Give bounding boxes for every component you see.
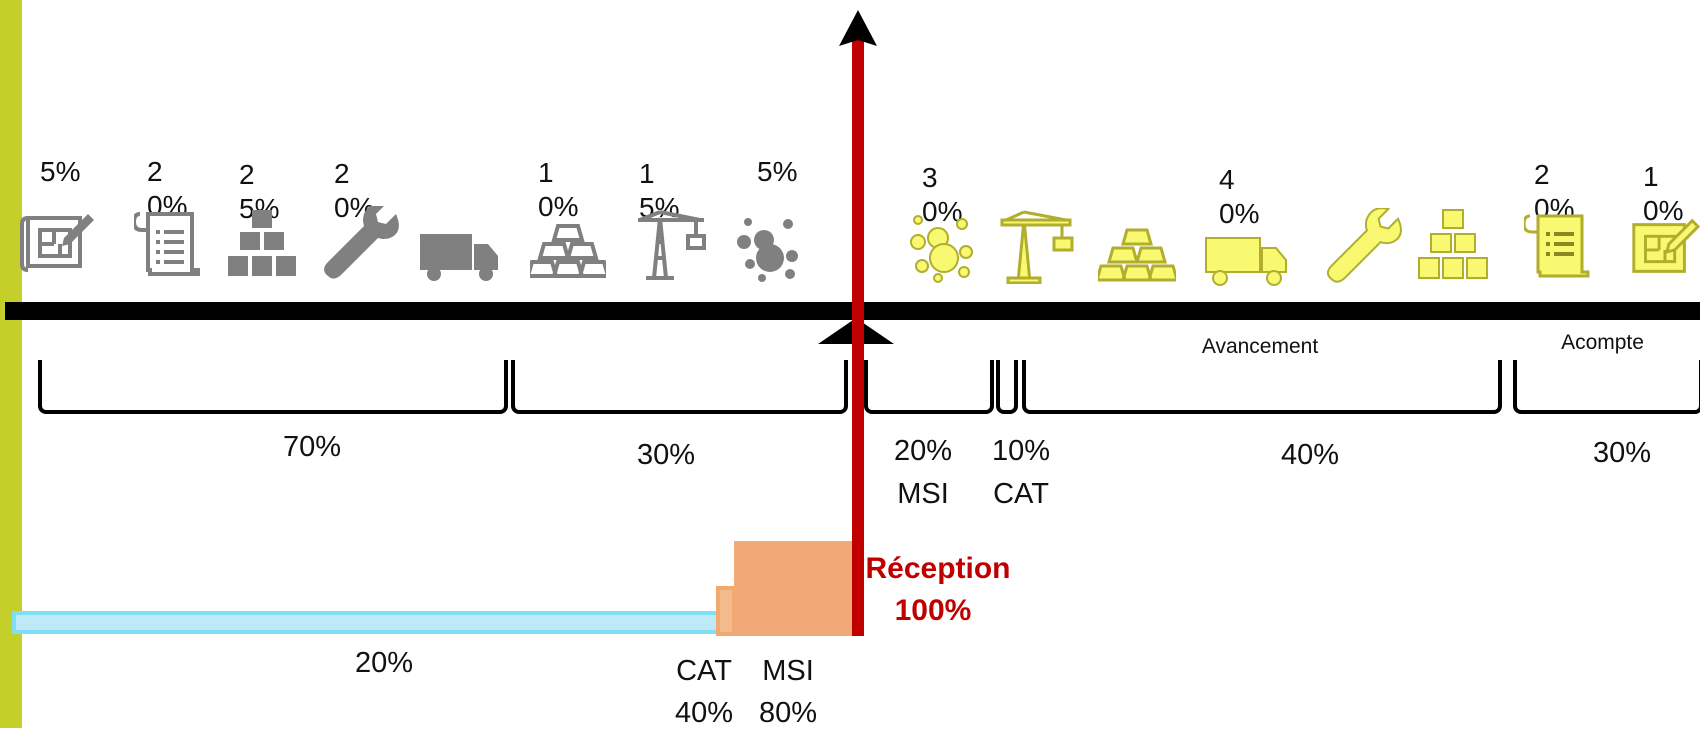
pct-label-yellow-bubbles: 30% bbox=[922, 162, 963, 227]
yellow-truck-icon bbox=[1205, 237, 1287, 286]
up-arrow-icon bbox=[839, 10, 877, 46]
reception-value: 100% bbox=[894, 594, 972, 627]
pct-label-bubbles: 5% bbox=[757, 156, 798, 187]
bracket-avancement bbox=[1022, 360, 1502, 414]
reception-title: Réception bbox=[865, 552, 1011, 585]
pct-label-yellow-plan: 10% bbox=[1643, 161, 1684, 226]
yellow-crane-icon bbox=[1000, 210, 1074, 284]
bracket-70 bbox=[38, 360, 508, 414]
cat-name: CAT bbox=[676, 655, 732, 687]
bracket-msi-name: MSI bbox=[897, 478, 949, 510]
pct-label-plan: 5% bbox=[40, 156, 81, 187]
wrench-icon bbox=[324, 206, 399, 279]
bracket-msi bbox=[864, 360, 994, 414]
crane-icon bbox=[638, 210, 706, 280]
truck-icon bbox=[420, 234, 498, 281]
cat-pct: 40% bbox=[674, 697, 734, 729]
msi-name: MSI bbox=[762, 655, 814, 687]
yellow-boxes-icon bbox=[1418, 209, 1488, 279]
reception-arrow-line bbox=[852, 40, 864, 636]
bracket-cat-pct: 10% bbox=[991, 435, 1051, 467]
yellow-document-icon bbox=[1524, 214, 1590, 278]
yellow-bubbles-icon bbox=[910, 215, 973, 283]
boxes-icon bbox=[228, 210, 296, 276]
avancement-label: Avancement bbox=[1201, 335, 1319, 358]
bracket-30-label: 30% bbox=[636, 439, 696, 471]
bubbles-icon bbox=[737, 218, 798, 282]
bracket-acompte-label: 30% bbox=[1592, 437, 1652, 469]
msi-progress-block bbox=[734, 541, 854, 636]
bracket-cat bbox=[996, 360, 1018, 414]
pct-label-gold: 10% bbox=[538, 157, 579, 222]
blue-bar-pct: 20% bbox=[354, 647, 414, 679]
yellow-wrench-icon bbox=[1326, 208, 1402, 283]
msi-pct: 80% bbox=[758, 697, 818, 729]
bracket-cat-name: CAT bbox=[993, 478, 1049, 510]
yellow-gold-bars-icon bbox=[1098, 228, 1176, 282]
pct-label-yellow-truck: 40% bbox=[1219, 164, 1260, 229]
bracket-70-label: 70% bbox=[282, 431, 342, 463]
yellow-plan-icon bbox=[1632, 218, 1700, 273]
document-icon bbox=[134, 212, 200, 276]
bracket-avancement-label: 40% bbox=[1280, 439, 1340, 471]
cat-progress-block bbox=[716, 586, 736, 636]
gold-bars-icon bbox=[530, 224, 606, 278]
bracket-30 bbox=[511, 360, 848, 414]
side-stripe bbox=[0, 0, 22, 728]
blue-progress-bar bbox=[12, 611, 728, 634]
bracket-msi-pct: 20% bbox=[893, 435, 953, 467]
acompte-label: Acompte bbox=[1561, 331, 1644, 354]
plan-icon bbox=[20, 214, 94, 272]
bracket-acompte bbox=[1513, 360, 1700, 414]
